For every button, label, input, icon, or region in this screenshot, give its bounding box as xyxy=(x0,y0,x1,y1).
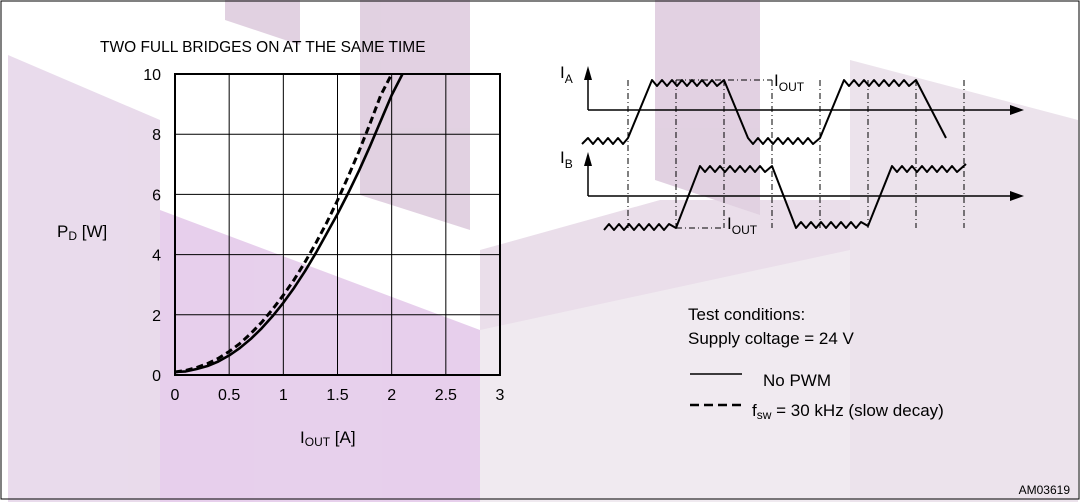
x-tick-label: 0.5 xyxy=(218,387,240,404)
y-tick-label: 10 xyxy=(143,67,161,84)
ia-current-axis-arrow xyxy=(584,66,592,80)
y-tick-label: 8 xyxy=(152,127,161,144)
iout-label-bottom-main: I xyxy=(727,214,732,233)
chart-title: TWO FULL BRIDGES ON AT THE SAME TIME xyxy=(100,39,426,56)
x-tick-labels: 0 0.5 1 1.5 2 2.5 3 xyxy=(171,387,505,404)
watermark-shape xyxy=(8,55,160,502)
ia-time-axis-arrow xyxy=(1010,105,1024,115)
ib-label-sub: B xyxy=(565,157,573,171)
plot-frame xyxy=(174,73,501,376)
ia-label-sub: A xyxy=(565,72,573,86)
y-tick-label: 4 xyxy=(152,248,161,265)
y-tick-label: 2 xyxy=(152,308,161,325)
legend-dashed-label-main: f xyxy=(752,401,757,420)
ia-label: IA xyxy=(560,63,573,86)
ib-label-main: I xyxy=(560,148,565,167)
y-axis-label-unit: [W] xyxy=(77,222,107,241)
watermark-shape xyxy=(360,0,470,230)
iout-label-top-main: I xyxy=(774,71,779,90)
y-tick-label: 6 xyxy=(152,187,161,204)
y-tick-label: 0 xyxy=(152,368,161,385)
y-tick-labels: 0 2 4 6 8 10 xyxy=(143,67,161,385)
x-tick-label: 2 xyxy=(387,387,396,404)
ib-label: IB xyxy=(560,148,573,171)
ia-label-main: I xyxy=(560,63,565,82)
y-axis-label: PD [W] xyxy=(57,222,107,243)
chart-series xyxy=(174,73,404,374)
x-axis-label: IOUT [A] xyxy=(300,428,356,449)
y-axis-label-sub: D xyxy=(68,229,77,243)
figure-id: AM03619 xyxy=(1019,483,1071,497)
legend-dashed-label: fsw = 30 kHz (slow decay) xyxy=(752,401,944,422)
legend-dashed-label-sub: sw xyxy=(757,408,772,422)
ib-time-axis-arrow xyxy=(1010,191,1024,201)
test-conditions-line: Supply coltage = 24 V xyxy=(688,329,855,348)
y-axis-label-main: P xyxy=(57,222,68,241)
watermark-shape xyxy=(225,0,300,45)
iout-label-top: IOUT xyxy=(774,71,805,94)
watermark-shape xyxy=(160,210,480,502)
legend: Test conditions: Supply coltage = 24 V N… xyxy=(688,305,944,422)
x-tick-label: 2.5 xyxy=(435,387,457,404)
x-axis-label-unit: [A] xyxy=(330,428,356,447)
test-conditions-title: Test conditions: xyxy=(688,305,805,324)
legend-dashed-label-rest: = 30 kHz (slow decay) xyxy=(771,401,943,420)
x-axis-label-sub: OUT xyxy=(305,435,331,449)
watermark-shape xyxy=(480,250,850,502)
iout-label-top-sub: OUT xyxy=(779,80,805,94)
x-tick-label: 1 xyxy=(279,387,288,404)
series-line-no-pwm xyxy=(174,73,404,374)
x-tick-label: 3 xyxy=(496,387,505,404)
ib-waveform xyxy=(603,163,967,231)
series-line-pwm-30khz xyxy=(174,73,394,374)
watermark-shape xyxy=(655,0,760,215)
ia-waveform xyxy=(581,79,947,145)
legend-solid-label: No PWM xyxy=(763,371,831,390)
iout-label-bottom-sub: OUT xyxy=(732,223,758,237)
chart-area: 0 2 4 6 8 10 0 0.5 1 1.5 2 2.5 3 xyxy=(143,67,504,404)
watermark-shape xyxy=(850,60,1078,502)
x-tick-label: 1.5 xyxy=(326,387,348,404)
x-tick-label: 0 xyxy=(171,387,180,404)
watermark-shapes xyxy=(8,0,1078,502)
ib-current-axis-arrow xyxy=(584,152,592,166)
waveform-inset xyxy=(581,66,1024,231)
iout-label-bottom: IOUT xyxy=(727,214,758,237)
x-axis-label-main: I xyxy=(300,428,305,447)
